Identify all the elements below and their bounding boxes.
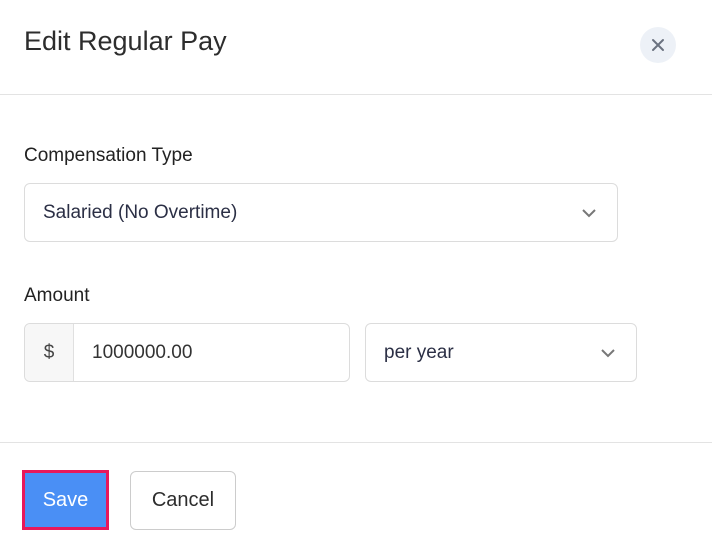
close-icon: [652, 39, 664, 51]
compensation-type-label: Compensation Type: [24, 145, 193, 166]
pay-period-value: per year: [384, 341, 454, 363]
amount-input[interactable]: 1000000.00: [92, 341, 193, 363]
dialog-title: Edit Regular Pay: [24, 26, 227, 56]
pay-period-select[interactable]: per year: [365, 323, 637, 382]
currency-prefix: $: [25, 324, 74, 381]
compensation-type-select[interactable]: Salaried (No Overtime): [24, 183, 618, 242]
chevron-down-icon: [601, 348, 615, 357]
header-divider: [0, 94, 712, 95]
footer-divider: [0, 442, 712, 443]
amount-input-group: $ 1000000.00: [24, 323, 350, 382]
chevron-down-icon: [582, 208, 596, 217]
save-button[interactable]: Save: [22, 470, 109, 530]
cancel-button[interactable]: Cancel: [130, 471, 236, 530]
compensation-type-value: Salaried (No Overtime): [43, 201, 238, 223]
close-button[interactable]: [640, 27, 676, 63]
amount-label: Amount: [24, 285, 90, 306]
